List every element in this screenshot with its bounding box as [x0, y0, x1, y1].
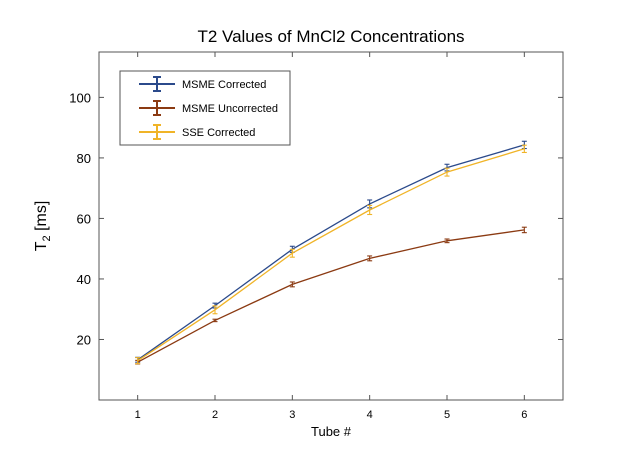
x-tick-label: 5 [444, 409, 450, 421]
error-bar-sse-corrected [367, 204, 373, 216]
series-line-sse-corrected [137, 148, 525, 362]
legend-label: MSME Uncorrected [182, 103, 278, 115]
x-tick-label: 3 [289, 409, 295, 421]
error-bar-msme-uncorrected [521, 226, 527, 234]
x-axis-label: Tube # [311, 424, 352, 439]
error-bar-sse-corrected [135, 357, 141, 365]
y-tick-label: 80 [77, 151, 91, 166]
error-bar-msme-uncorrected [444, 238, 450, 244]
y-axis-label: T2 [ms] [33, 201, 53, 252]
y-axis: 20 40 60 80 100 [69, 90, 563, 347]
error-bar-msme-uncorrected [367, 255, 373, 262]
legend-item: SSE Corrected [139, 124, 255, 140]
legend-item: MSME Corrected [139, 76, 266, 92]
error-bar-msme-uncorrected [212, 318, 218, 323]
x-axis: 1 2 3 4 5 6 [135, 52, 527, 421]
legend-item: MSME Uncorrected [139, 100, 278, 116]
x-tick-label: 6 [521, 409, 527, 421]
y-tick-label: 60 [77, 211, 91, 226]
y-tick-label: 40 [77, 272, 91, 287]
series-line-msme-corrected [137, 144, 525, 361]
legend: MSME Corrected MSME Uncorrected SSE Correc… [119, 70, 291, 146]
x-tick-label: 4 [367, 409, 373, 421]
chart-title: T2 Values of MnCl2 Concentrations [197, 27, 464, 46]
x-tick-label: 2 [212, 409, 218, 421]
error-bar-sse-corrected [212, 305, 218, 315]
error-bar-sse-corrected [444, 167, 450, 177]
plot-area [98, 51, 564, 401]
series-line-msme-uncorrected [137, 229, 525, 363]
legend-label: MSME Corrected [182, 79, 266, 91]
y-tick-label: 100 [69, 90, 91, 105]
series-layer [135, 140, 527, 365]
legend-label: SSE Corrected [182, 127, 255, 139]
y-axis-label-subscript: 2 [41, 235, 53, 241]
error-bar-sse-corrected [289, 248, 295, 258]
x-tick-label: 1 [135, 409, 141, 421]
y-tick-label: 20 [77, 332, 91, 347]
error-bar-msme-uncorrected [289, 281, 295, 288]
error-bar-sse-corrected [521, 144, 527, 154]
